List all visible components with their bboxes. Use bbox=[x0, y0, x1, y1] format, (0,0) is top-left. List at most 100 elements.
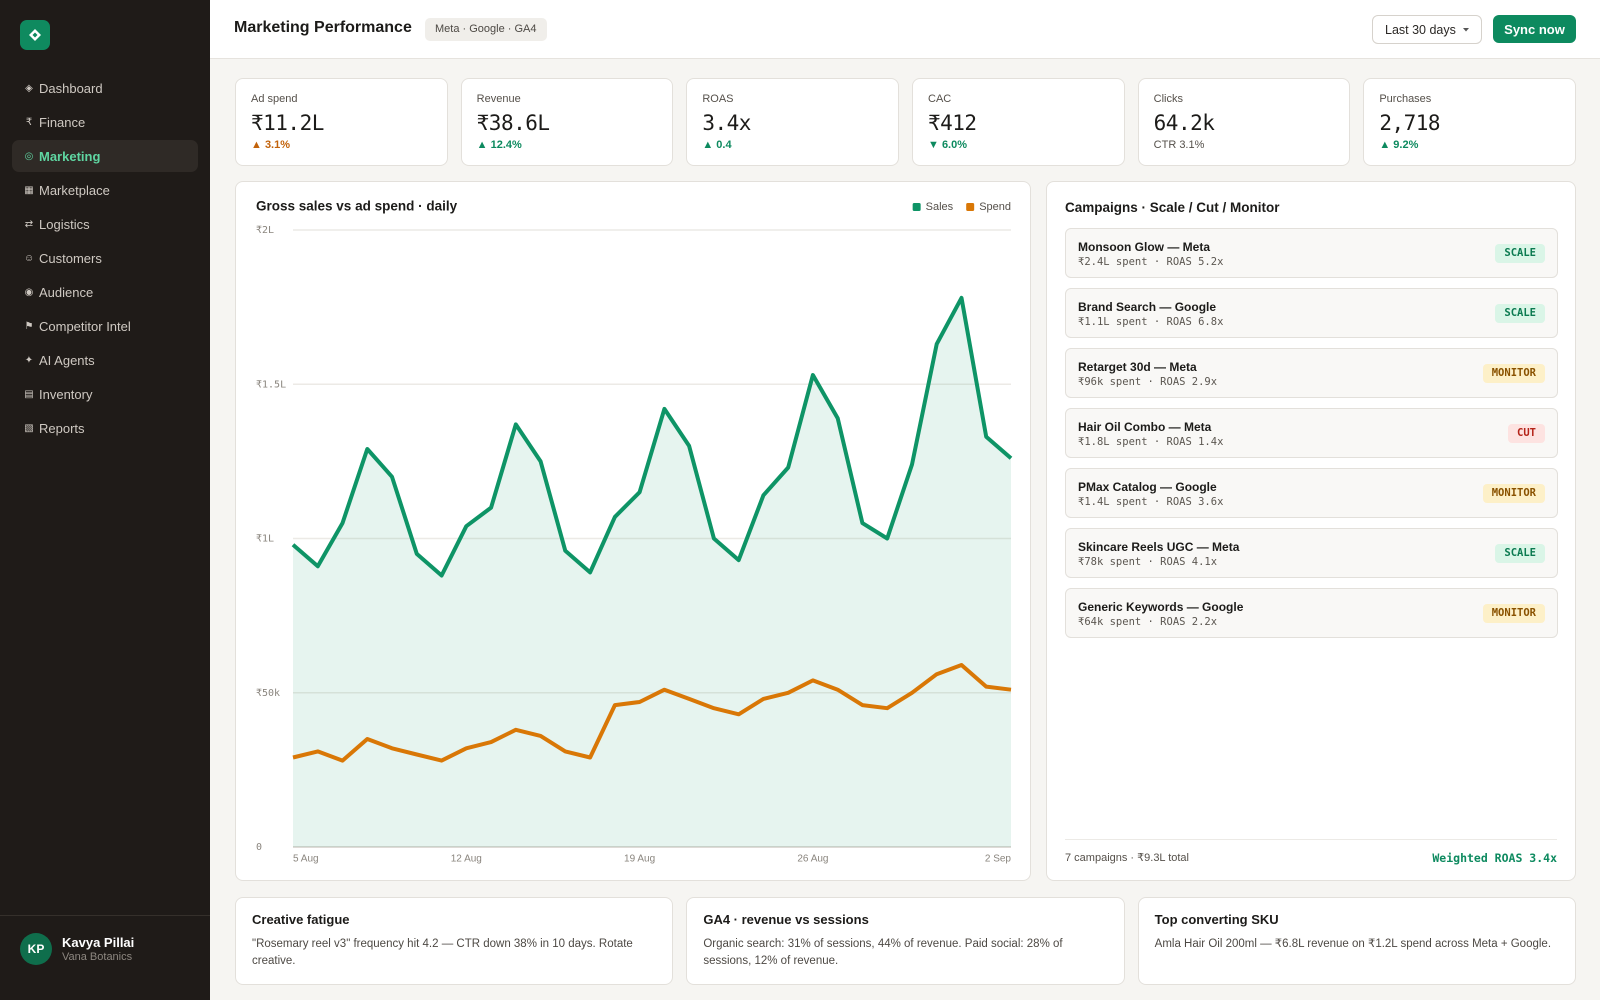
y-tick-label: ₹1.5L bbox=[256, 379, 286, 390]
nav-label: Marketing bbox=[39, 148, 101, 164]
nav-icon: ▤ bbox=[24, 388, 34, 400]
chart-card: Gross sales vs ad spend · daily 0 ₹50k ₹1L… bbox=[235, 181, 1031, 881]
nav: ◈ Dashboard ₹ Finance ◎ Marketing ▦ Marketplace… bbox=[12, 72, 198, 446]
logo bbox=[20, 20, 50, 50]
kpi-label: Ad spend bbox=[251, 93, 298, 105]
nav-label: Reports bbox=[39, 420, 85, 436]
legend-swatch bbox=[966, 203, 975, 211]
chart-title: Gross sales vs ad spend · daily bbox=[256, 199, 458, 214]
nav-icon: ✦ bbox=[24, 354, 34, 366]
legend-swatch bbox=[912, 203, 921, 211]
x-tick-label: 12 Aug bbox=[451, 854, 482, 865]
campaign-row[interactable]: PMax Catalog — Google ₹1.4L spent · ROAS … bbox=[1065, 468, 1558, 518]
kpi-label: ROAS bbox=[702, 93, 734, 105]
nav-icon: ☺ bbox=[24, 252, 35, 264]
insight-card: Top converting SKU Amla Hair Oil 200ml — … bbox=[1137, 897, 1576, 985]
kpi-value: ₹412 bbox=[928, 111, 977, 135]
campaign-name: Monsoon Glow — Meta bbox=[1078, 240, 1210, 254]
campaign-row[interactable]: Skincare Reels UGC — Meta ₹78k spent · RO… bbox=[1065, 528, 1558, 578]
x-tick-label: 2 Sep bbox=[985, 854, 1012, 865]
nav-label: Audience bbox=[39, 284, 94, 300]
kpi-card: Revenue ₹38.6L ▲ 12.4% bbox=[460, 78, 674, 166]
kpi-label: Revenue bbox=[476, 93, 521, 105]
kpi-delta: ▼ 6.0% bbox=[928, 139, 968, 151]
kpi-value: 2,718 bbox=[1379, 111, 1441, 135]
page-title: Marketing Performance bbox=[234, 19, 412, 36]
kpi-card: Clicks 64.2k CTR 3.1% bbox=[1137, 78, 1351, 166]
x-tick-label: 19 Aug bbox=[624, 854, 655, 865]
campaign-name: Retarget 30d — Meta bbox=[1078, 360, 1197, 374]
nav-icon: ◉ bbox=[24, 286, 34, 298]
status-pill: SCALE bbox=[1495, 244, 1545, 263]
nav-item[interactable]: ◈ Dashboard bbox=[12, 72, 198, 104]
campaign-row[interactable]: Monsoon Glow — Meta ₹2.4L spent · ROAS 5.… bbox=[1065, 228, 1558, 278]
kpi-label: CAC bbox=[928, 93, 952, 105]
insight-title: Top converting SKU bbox=[1154, 912, 1279, 927]
user-org: Vana Botanics bbox=[62, 951, 133, 963]
kpi-delta: ▲ 9.2% bbox=[1379, 139, 1419, 151]
legend-label: Spend bbox=[979, 201, 1011, 213]
sources-badge: Meta · Google · GA4 bbox=[425, 18, 547, 41]
y-tick-label: ₹2L bbox=[256, 225, 274, 236]
nav-item[interactable]: ☺ Customers bbox=[12, 242, 198, 274]
nav-label: Marketplace bbox=[39, 182, 110, 198]
nav-icon: ▦ bbox=[24, 184, 34, 196]
insight-card: GA4 · revenue vs sessions Organic search:… bbox=[686, 897, 1125, 985]
campaign-detail: ₹1.4L spent · ROAS 3.6x bbox=[1078, 496, 1224, 508]
insight-text: Amla Hair Oil 200ml — ₹6.8L revenue on ₹… bbox=[1154, 938, 1552, 950]
campaign-row[interactable]: Brand Search — Google ₹1.1L spent · ROAS … bbox=[1065, 288, 1558, 338]
campaign-row[interactable]: Hair Oil Combo — Meta ₹1.8L spent · ROAS … bbox=[1065, 408, 1558, 458]
y-tick-label: ₹1L bbox=[256, 534, 274, 545]
kpi-delta: ▲ 3.1% bbox=[251, 139, 291, 151]
nav-item[interactable]: ₹ Finance bbox=[12, 106, 198, 138]
campaign-name: Hair Oil Combo — Meta bbox=[1078, 420, 1212, 434]
kpi-label: Purchases bbox=[1379, 93, 1432, 105]
campaigns-card: Campaigns · Scale / Cut / Monitor Monsoo… bbox=[1046, 181, 1576, 881]
kpi-card: Ad spend ₹11.2L ▲ 3.1% bbox=[235, 78, 448, 166]
nav-item[interactable]: ✦ AI Agents bbox=[12, 344, 198, 376]
campaign-row[interactable]: Generic Keywords — Google ₹64k spent · RO… bbox=[1065, 588, 1558, 638]
nav-icon: ⚑ bbox=[24, 320, 34, 332]
nav-item[interactable]: ⚑ Competitor Intel bbox=[12, 310, 198, 342]
nav-label: Finance bbox=[39, 114, 86, 130]
header: Marketing Performance Meta · Google · GA… bbox=[210, 0, 1600, 59]
kpi-delta: ▲ 0.4 bbox=[702, 139, 732, 151]
kpi-value: 3.4x bbox=[702, 111, 751, 135]
sync-button[interactable]: Sync now bbox=[1493, 15, 1576, 43]
line bbox=[292, 663, 1012, 763]
nav-label: Logistics bbox=[39, 216, 90, 232]
nav-item[interactable]: ▤ Inventory bbox=[12, 378, 198, 410]
campaigns-summary: 7 campaigns · ₹9.3L total bbox=[1065, 852, 1189, 864]
nav-label: Inventory bbox=[39, 386, 93, 402]
nav-icon: ₹ bbox=[25, 116, 33, 128]
campaign-name: Skincare Reels UGC — Meta bbox=[1078, 540, 1240, 554]
insights-row: Creative fatigue "Rosemary reel v3" frequ… bbox=[235, 897, 1576, 985]
x-tick-label: 26 Aug bbox=[797, 854, 828, 865]
insight-title: Creative fatigue bbox=[252, 912, 350, 927]
campaigns-footer: 7 campaigns · ₹9.3L total Weighted ROAS … bbox=[1065, 839, 1557, 865]
campaign-name: Brand Search — Google bbox=[1078, 300, 1217, 314]
avatar: KP bbox=[20, 933, 52, 965]
status-pill: MONITOR bbox=[1482, 484, 1545, 503]
campaign-detail: ₹2.4L spent · ROAS 5.2x bbox=[1078, 256, 1224, 268]
kpi-card: CAC ₹412 ▼ 6.0% bbox=[912, 78, 1125, 166]
y-tick-label: 0 bbox=[256, 842, 262, 853]
nav-item[interactable]: ▦ Marketplace bbox=[12, 174, 198, 206]
campaign-row[interactable]: Retarget 30d — Meta ₹96k spent · ROAS 2.9… bbox=[1065, 348, 1558, 398]
nav-item[interactable]: ◎ Marketing bbox=[12, 140, 198, 172]
nav-item[interactable]: ▧ Reports bbox=[12, 412, 198, 444]
nav-label: AI Agents bbox=[39, 352, 95, 368]
insight-text: "Rosemary reel v3" frequency hit 4.2 — C… bbox=[252, 938, 633, 967]
nav-icon: ▧ bbox=[24, 422, 34, 434]
user-profile[interactable]: KP Kavya Pillai Vana Botanics bbox=[0, 915, 210, 1000]
user-name: Kavya Pillai bbox=[62, 935, 135, 950]
campaign-detail: ₹64k spent · ROAS 2.2x bbox=[1078, 616, 1218, 628]
kpi-value: ₹11.2L bbox=[251, 111, 324, 135]
insight-title: GA4 · revenue vs sessions bbox=[703, 912, 869, 927]
campaign-detail: ₹78k spent · ROAS 4.1x bbox=[1078, 556, 1218, 568]
date-range[interactable]: Last 30 days bbox=[1372, 15, 1482, 44]
nav-item[interactable]: ⇄ Logistics bbox=[12, 208, 198, 240]
status-pill: SCALE bbox=[1495, 304, 1545, 323]
nav-item[interactable]: ◉ Audience bbox=[12, 276, 198, 308]
